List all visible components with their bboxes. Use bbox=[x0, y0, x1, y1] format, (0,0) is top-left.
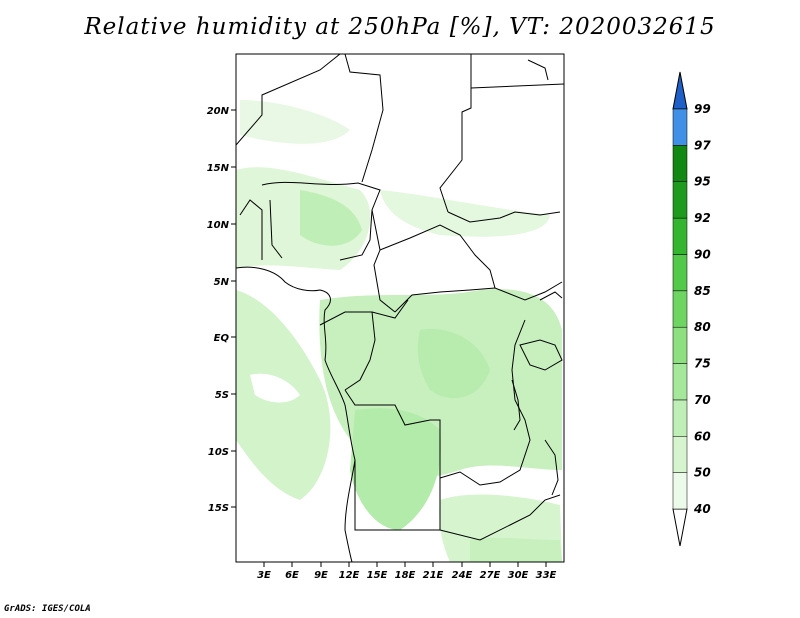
border-mali-algeria bbox=[236, 54, 341, 146]
colorbar-label: 99 bbox=[694, 102, 711, 116]
lat-label: 15S bbox=[208, 503, 229, 514]
border-uganda bbox=[539, 291, 563, 301]
colorbar-label: 40 bbox=[693, 502, 711, 516]
dry-patch-ocean bbox=[250, 373, 300, 403]
humidity-patch-chad bbox=[380, 190, 550, 237]
colorbar-label: 92 bbox=[694, 211, 711, 225]
humidity-patch-south bbox=[470, 537, 562, 562]
colorbar: 40 50 60 70 75 80 85 90 92 95 97 99 bbox=[672, 71, 711, 547]
colorbar-segment bbox=[672, 472, 688, 510]
humidity-patch-angola bbox=[350, 408, 441, 530]
lon-label: 6E bbox=[285, 570, 299, 581]
lon-label: 27E bbox=[480, 570, 501, 581]
border-sudan bbox=[447, 211, 561, 223]
border-gabon-congo bbox=[319, 311, 376, 391]
colorbar-segment bbox=[672, 145, 688, 182]
border-drc-angola bbox=[344, 389, 441, 478]
border-angola-namibia bbox=[354, 460, 441, 531]
grads-credit: GrADS: IGES/COLA bbox=[4, 604, 91, 614]
colorbar-label: 80 bbox=[694, 320, 711, 334]
map-title: Relative humidity at 250hPa [%], VT: 202… bbox=[84, 14, 716, 40]
lake-malawi bbox=[544, 439, 559, 496]
lon-label: 33E bbox=[536, 570, 557, 581]
border-chad-cameroon bbox=[371, 209, 396, 313]
borders bbox=[236, 54, 564, 562]
lat-label: EQ bbox=[214, 333, 230, 344]
humidity-patch-nigeria bbox=[300, 190, 362, 246]
colorbar-bottom-arrow bbox=[672, 508, 688, 547]
border-car-drc bbox=[394, 281, 563, 313]
lat-label: 10S bbox=[208, 447, 229, 458]
colorbar-segment bbox=[672, 326, 688, 364]
border-drc-east bbox=[439, 319, 531, 486]
lon-label: 12E bbox=[339, 570, 360, 581]
lat-label: 5S bbox=[215, 390, 229, 401]
lat-label: 15N bbox=[207, 163, 230, 174]
colorbar-label: 75 bbox=[694, 357, 711, 371]
border-libya-chad bbox=[439, 54, 472, 213]
lon-axis: 3E 6E 9E 12E 15E 18E 21E 24E 27E 30E 33E bbox=[257, 562, 557, 581]
lon-label: 24E bbox=[452, 570, 473, 581]
lon-label: 15E bbox=[367, 570, 388, 581]
colorbar-label: 97 bbox=[694, 138, 711, 152]
colorbar-segment bbox=[672, 181, 688, 219]
lat-axis: 20N 15N 10N 5N EQ 5S 10S 15S bbox=[207, 106, 236, 514]
colorbar-segment bbox=[672, 399, 688, 437]
colorbar-top-arrow bbox=[672, 71, 688, 110]
border-egypt-sudan-north bbox=[470, 83, 564, 89]
colorbar-segment bbox=[672, 254, 688, 292]
colorbar-segment bbox=[672, 290, 688, 328]
humidity-patch-sahara bbox=[240, 100, 350, 144]
colorbar-label: 90 bbox=[694, 247, 711, 261]
colorbar-label: 60 bbox=[694, 429, 711, 443]
colorbar-segment bbox=[672, 217, 688, 255]
lon-label: 21E bbox=[423, 570, 444, 581]
lat-label: 20N bbox=[207, 106, 230, 117]
lat-label: 10N bbox=[207, 220, 230, 231]
border-benin bbox=[269, 199, 283, 259]
humidity-shading bbox=[236, 100, 562, 562]
lon-label: 18E bbox=[395, 570, 416, 581]
lon-label: 9E bbox=[314, 570, 328, 581]
colorbar-segment bbox=[672, 363, 688, 401]
map-frame bbox=[235, 53, 565, 563]
colorbar-segment bbox=[672, 436, 688, 473]
lake-tanganyika bbox=[511, 379, 521, 431]
colorbar-label: 95 bbox=[694, 175, 711, 189]
map-panel bbox=[236, 54, 564, 562]
colorbar-segment bbox=[672, 108, 688, 146]
coastline-red-sea bbox=[527, 59, 549, 81]
border-ghana-togo bbox=[239, 199, 263, 260]
lat-label: 5N bbox=[214, 277, 230, 288]
colorbar-label: 85 bbox=[694, 284, 711, 298]
lake-victoria bbox=[519, 339, 563, 371]
lon-label: 30E bbox=[508, 570, 529, 581]
colorbar-label: 70 bbox=[694, 393, 711, 407]
lon-label: 3E bbox=[257, 570, 271, 581]
border-congo-car bbox=[371, 299, 409, 319]
colorbar-label: 50 bbox=[694, 466, 711, 480]
border-niger-algeria bbox=[344, 54, 384, 183]
coastline-west bbox=[236, 266, 356, 562]
humidity-patch-drc-core bbox=[417, 329, 490, 399]
border-zambia-zimbabwe bbox=[439, 494, 561, 541]
border-car-chad bbox=[379, 224, 496, 289]
border-niger-nigeria bbox=[261, 181, 381, 261]
